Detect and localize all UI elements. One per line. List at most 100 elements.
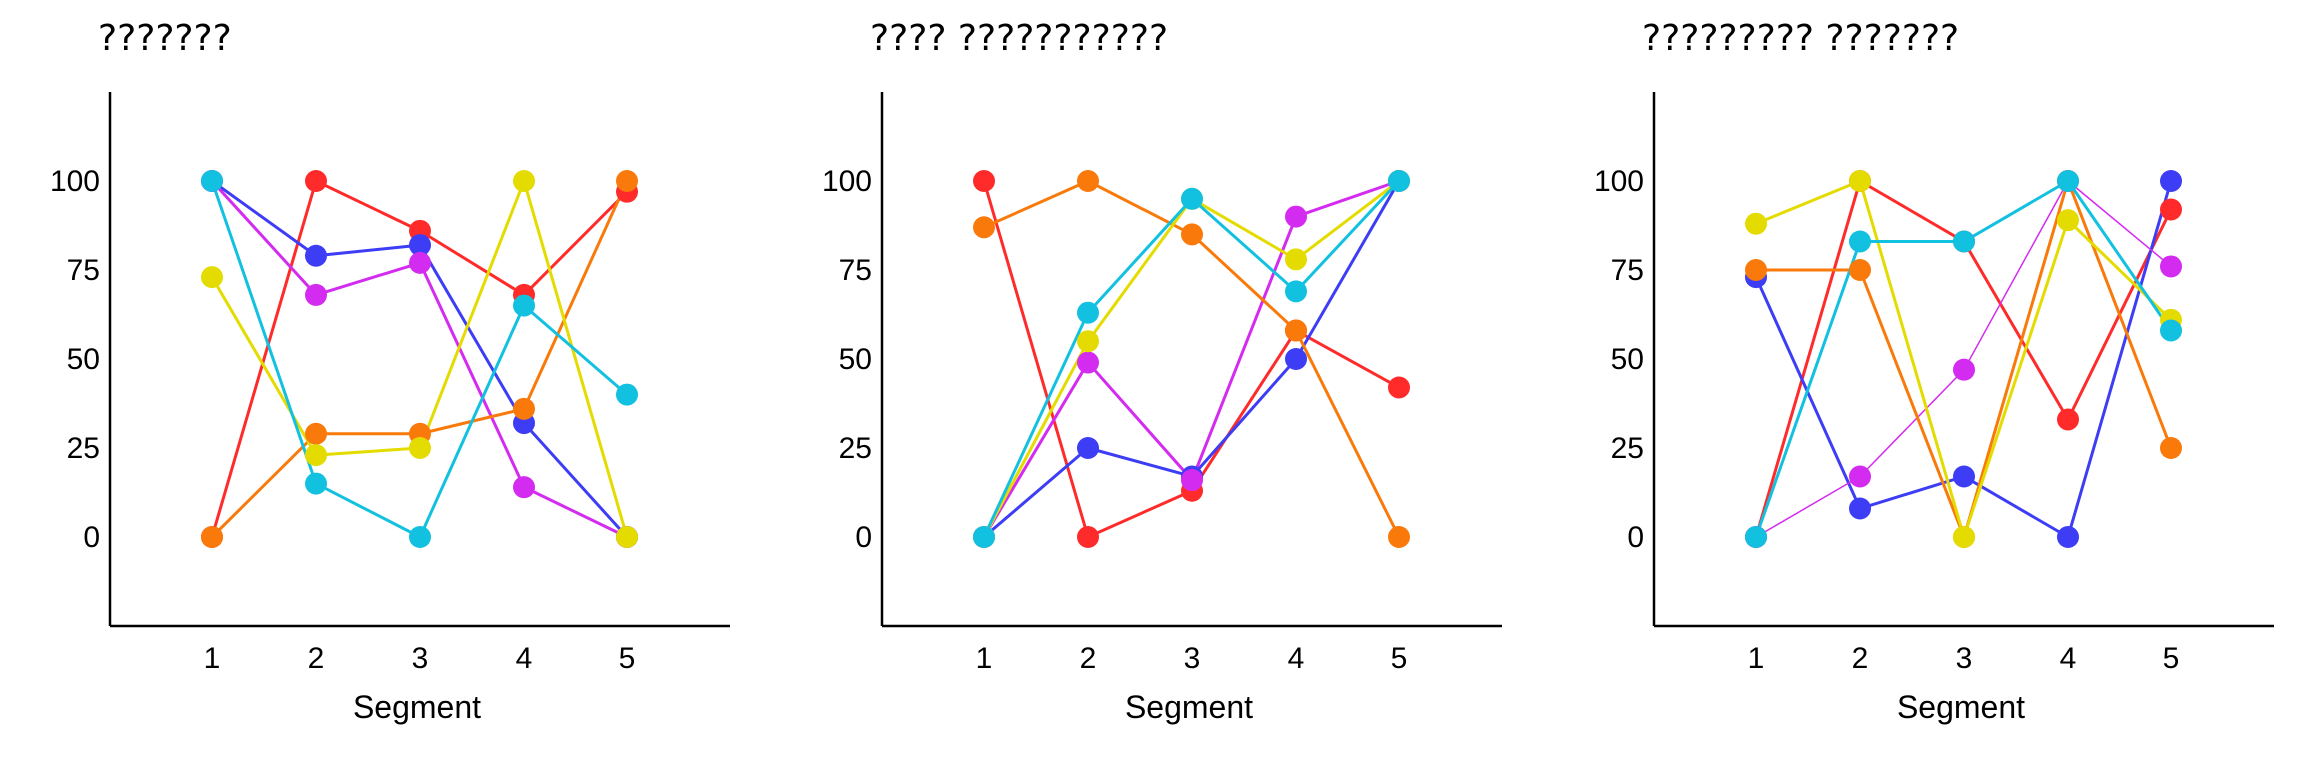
series-5-point xyxy=(513,170,535,192)
x-tick-label: 1 xyxy=(204,642,221,675)
series-6-point xyxy=(616,383,638,406)
y-tick-label: 25 xyxy=(1611,432,1644,465)
series-2-point xyxy=(2160,170,2182,192)
series-3-point xyxy=(1181,469,1203,492)
series-6-point xyxy=(1745,526,1767,548)
x-tick-label: 3 xyxy=(1956,642,1973,675)
y-tick-label: 50 xyxy=(67,343,100,376)
series-1-point xyxy=(305,170,327,192)
y-tick-label: 25 xyxy=(839,432,872,465)
series-1-point xyxy=(2057,408,2079,431)
y-tick-label: 100 xyxy=(822,165,872,198)
x-axis-label: Segment xyxy=(1897,689,2025,725)
series-4-point xyxy=(616,170,638,192)
series-6-point xyxy=(1953,230,1975,253)
series-4-point xyxy=(201,526,223,548)
x-tick-label: 5 xyxy=(1391,642,1408,675)
series-2-point xyxy=(1285,348,1307,370)
series-5-point xyxy=(1849,170,1871,192)
x-tick-label: 5 xyxy=(619,642,636,675)
series-5-point xyxy=(1745,212,1767,235)
series-3-point xyxy=(2160,255,2182,278)
x-tick-label: 4 xyxy=(1288,642,1305,675)
series-6-point xyxy=(2057,170,2079,192)
chart-title: ???? ??????????? xyxy=(870,18,1168,59)
series-5-point xyxy=(305,444,327,467)
series-6-point xyxy=(513,294,535,317)
series-6-point xyxy=(305,472,327,495)
series-4-point xyxy=(1745,259,1767,281)
series-4-point xyxy=(973,216,995,239)
series-6-point xyxy=(1849,230,1871,253)
series-4-point xyxy=(1388,526,1410,548)
series-6-point xyxy=(201,170,223,192)
series-3-point xyxy=(1849,465,1871,488)
series-1-point xyxy=(1077,526,1099,548)
y-tick-label: 0 xyxy=(1627,521,1644,554)
series-6-point xyxy=(1077,301,1099,324)
series-5-point xyxy=(616,526,638,548)
series-3-point xyxy=(513,476,535,499)
x-tick-label: 1 xyxy=(1748,642,1765,675)
series-3-point xyxy=(1285,205,1307,228)
y-tick-label: 75 xyxy=(839,254,872,287)
series-4-point xyxy=(513,397,535,420)
series-4-point xyxy=(1285,319,1307,342)
series-6-point xyxy=(1388,170,1410,192)
chart-panel-2: ???? ??????????? 0 25 50 75 100 1 2 3 4 5 Segment xyxy=(822,18,1502,725)
series-2-point xyxy=(305,244,327,267)
chart-panel-3: ????????? ??????? 0 25 50 75 100 1 2 3 4 5 Segment xyxy=(1594,18,2274,725)
x-tick-label: 2 xyxy=(1852,642,1869,675)
x-axis-label: Segment xyxy=(353,689,481,725)
chart-title: ????????? ??????? xyxy=(1642,18,1959,59)
y-tick-label: 100 xyxy=(50,165,100,198)
series-6-point xyxy=(973,526,995,548)
x-tick-label: 3 xyxy=(1184,642,1201,675)
y-tick-label: 50 xyxy=(839,343,872,376)
y-tick-label: 100 xyxy=(1594,165,1644,198)
series-4-point xyxy=(1849,259,1871,281)
series-5-point xyxy=(1953,526,1975,548)
series-6-point xyxy=(1181,187,1203,210)
chart-title: ??????? xyxy=(98,18,232,59)
x-tick-label: 4 xyxy=(516,642,533,675)
series-5-point xyxy=(409,437,431,459)
y-tick-label: 75 xyxy=(1611,254,1644,287)
series-6-point xyxy=(409,526,431,548)
series-2-point xyxy=(1077,437,1099,459)
series-2-point xyxy=(1849,497,1871,520)
series-5-point xyxy=(1077,330,1099,353)
series-3-point xyxy=(1953,358,1975,381)
series-3-point xyxy=(1077,351,1099,374)
x-axis-label: Segment xyxy=(1125,689,1253,725)
series-4-point xyxy=(305,422,327,445)
series-6-point xyxy=(1285,280,1307,303)
series-4-point xyxy=(1181,223,1203,246)
x-tick-label: 3 xyxy=(412,642,429,675)
series-2-point xyxy=(1953,465,1975,488)
series-5-point xyxy=(2057,209,2079,232)
x-tick-label: 5 xyxy=(2163,642,2180,675)
series-5-point xyxy=(1285,248,1307,271)
series-3-point xyxy=(305,283,327,306)
chart-panel-1: ??????? 0 25 50 75 100 1 2 3 4 5 Segment xyxy=(50,18,730,725)
series-6-point xyxy=(2160,319,2182,342)
y-tick-label: 0 xyxy=(855,521,872,554)
y-tick-label: 75 xyxy=(67,254,100,287)
y-tick-label: 25 xyxy=(67,432,100,465)
x-tick-label: 4 xyxy=(2060,642,2077,675)
series-4-point xyxy=(1077,170,1099,192)
x-tick-label: 2 xyxy=(308,642,325,675)
series-1-point xyxy=(973,170,995,192)
x-tick-label: 2 xyxy=(1080,642,1097,675)
series-5-point xyxy=(201,266,223,289)
series-1-point xyxy=(2160,198,2182,221)
series-2-point xyxy=(409,234,431,257)
series-3-point xyxy=(409,251,431,274)
y-tick-label: 50 xyxy=(1611,343,1644,376)
y-tick-label: 0 xyxy=(83,521,100,554)
series-1-point xyxy=(1388,376,1410,399)
x-tick-label: 1 xyxy=(976,642,993,675)
series-2-point xyxy=(2057,526,2079,548)
